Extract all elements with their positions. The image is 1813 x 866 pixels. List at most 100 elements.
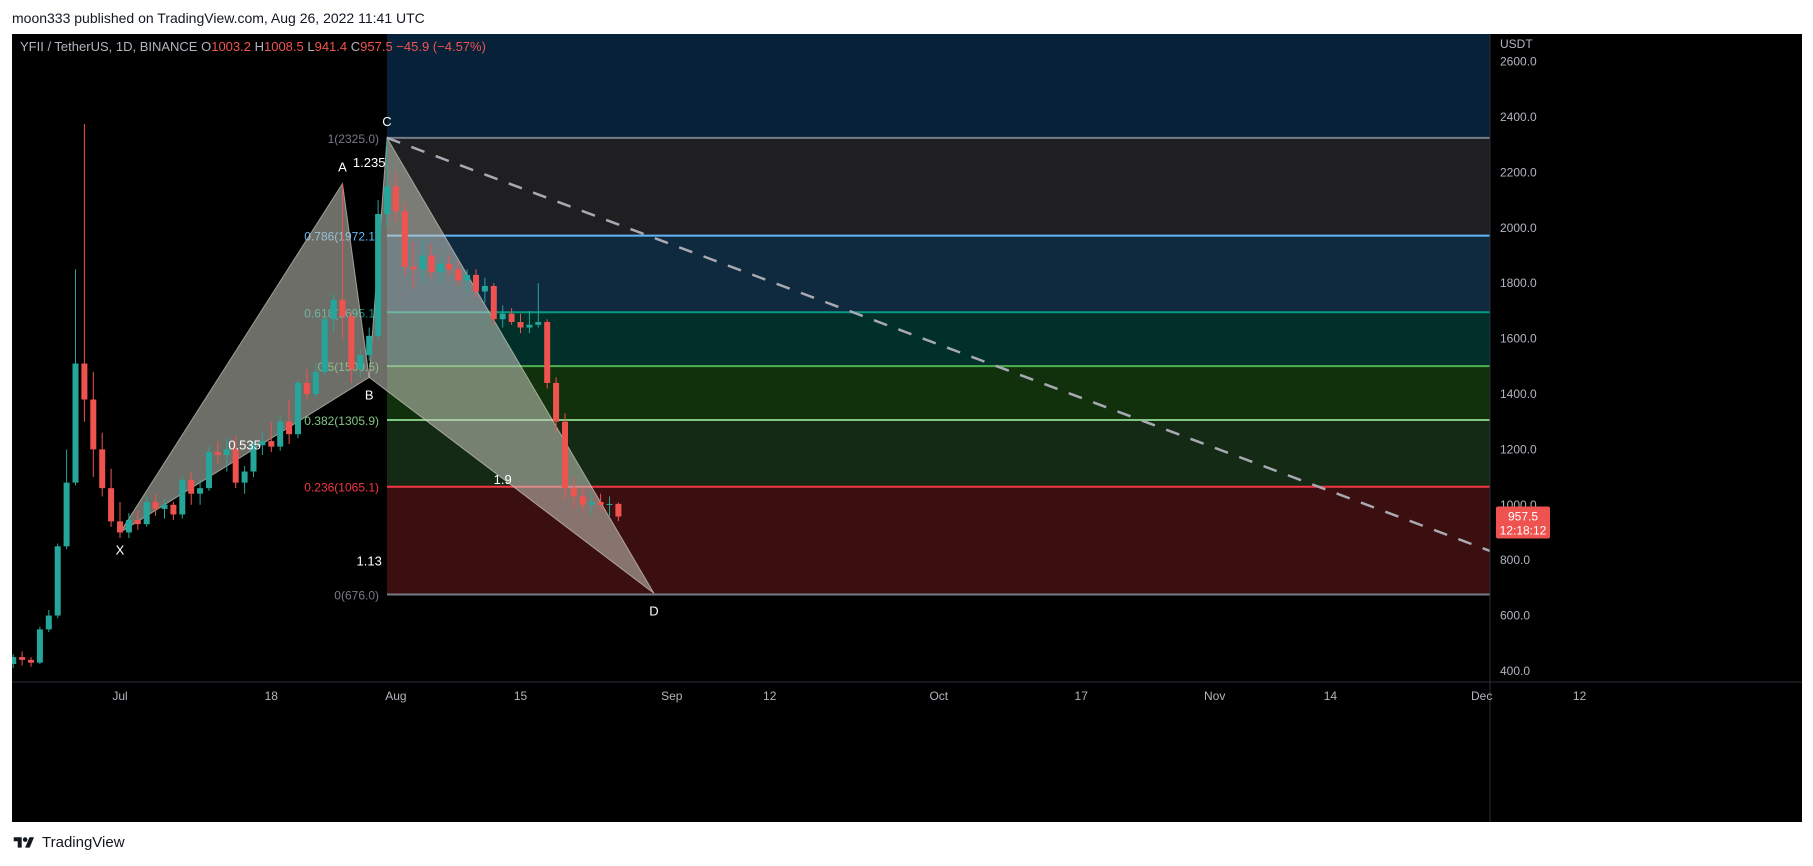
last-price-countdown: 12:18:12 <box>1500 524 1547 538</box>
candle-body <box>321 319 328 372</box>
candle-body <box>588 502 595 505</box>
candle-body <box>12 657 17 664</box>
candle-body <box>508 313 515 322</box>
x-tick-label: 12 <box>763 689 777 703</box>
candle-body <box>63 482 70 547</box>
candle-body <box>179 479 186 515</box>
pattern-ratio-label: 1.235 <box>353 155 386 170</box>
candle-body <box>161 504 168 509</box>
candle-body <box>455 269 462 281</box>
pattern-ratio-label: 1.9 <box>494 472 512 487</box>
pattern-ratio-label: 0.535 <box>228 437 261 452</box>
legend-open: 1003.2 <box>211 39 254 54</box>
trendline-dashed <box>386 136 1490 553</box>
candle-body <box>579 496 586 505</box>
tradingview-brand[interactable]: TradingView <box>42 834 125 851</box>
pattern-point-C: C <box>382 114 391 129</box>
candle-body <box>401 211 408 267</box>
candle-body <box>499 313 506 320</box>
last-price-tag <box>1496 506 1550 539</box>
y-tick-label: 1800.0 <box>1500 276 1537 290</box>
candle-body <box>357 355 364 370</box>
candle-body <box>232 449 239 483</box>
candle-body <box>36 629 43 663</box>
candle-body <box>99 449 106 489</box>
candle-body <box>108 488 115 522</box>
candle-body <box>214 452 221 455</box>
last-price-value: 957.5 <box>1508 510 1538 524</box>
x-tick-label: Sep <box>661 689 683 703</box>
candle-body <box>339 299 346 317</box>
fib-band-0.618 <box>387 312 1490 367</box>
candle-body <box>277 421 284 447</box>
x-tick-label: 18 <box>265 689 279 703</box>
fib-band-0.786 <box>387 235 1490 313</box>
y-tick-label: 2000.0 <box>1500 221 1537 235</box>
candle-body <box>375 214 382 336</box>
candle-body <box>606 503 613 505</box>
y-tick-label: 400.0 <box>1500 664 1530 678</box>
candle-body <box>90 399 97 450</box>
legend-o-label: O <box>201 39 211 54</box>
price-chart[interactable]: 1(2325.0)0.786(1972.1)0.618(1695.1)0.5(1… <box>12 34 1802 822</box>
candle-body <box>597 502 604 505</box>
candle-body <box>197 488 204 494</box>
candle-body <box>473 274 479 292</box>
tradingview-logo-icon[interactable] <box>12 835 36 851</box>
x-tick-label: 15 <box>514 689 528 703</box>
pattern-ratio-label: 1.13 <box>357 554 382 569</box>
legend-l-label: L <box>307 39 314 54</box>
candle-body <box>72 363 79 483</box>
pattern-point-D: D <box>649 603 658 618</box>
candle-body <box>419 255 426 270</box>
legend-symbol: YFII / TetherUS, 1D, BINANCE <box>20 39 201 54</box>
legend-c-label: C <box>351 39 360 54</box>
candle-body <box>81 363 88 400</box>
candle-body <box>464 274 471 281</box>
candle-body <box>259 441 266 446</box>
fib-band-1 <box>387 137 1490 236</box>
candle-body <box>481 286 488 292</box>
candle-body <box>295 382 301 435</box>
candle-body <box>45 615 52 630</box>
candle-body <box>553 382 560 422</box>
candle-body <box>428 255 435 273</box>
y-tick-label: 2400.0 <box>1500 110 1537 124</box>
legend-low: 941.4 <box>315 39 351 54</box>
candle-body <box>134 520 141 525</box>
candle-body <box>544 322 551 383</box>
x-tick-label: Jul <box>112 689 127 703</box>
candle-body <box>188 479 195 494</box>
y-tick-label: 1400.0 <box>1500 387 1537 401</box>
y-tick-label: 1600.0 <box>1500 332 1537 346</box>
x-tick-label: 14 <box>1324 689 1338 703</box>
candle-body <box>312 371 319 394</box>
chart-panel[interactable]: 1(2325.0)0.786(1972.1)0.618(1695.1)0.5(1… <box>12 34 1802 822</box>
publish-line: moon333 published on TradingView.com, Au… <box>12 10 425 26</box>
pattern-point-X: X <box>116 542 125 557</box>
candle-body <box>392 186 399 212</box>
candle-body <box>562 421 568 489</box>
candle-body <box>143 502 150 525</box>
candle-body <box>410 266 417 270</box>
x-tick-label: Aug <box>385 689 406 703</box>
candle-body <box>615 503 622 517</box>
y-tick-label: 600.0 <box>1500 609 1530 623</box>
candle-body <box>241 471 248 483</box>
candle-body <box>366 335 373 356</box>
candle-body <box>303 382 310 394</box>
ohlc-legend: YFII / TetherUS, 1D, BINANCE O1003.2 H10… <box>20 39 486 54</box>
fib-band-top <box>387 34 1490 138</box>
candle-body <box>117 521 123 533</box>
legend-high: 1008.5 <box>264 39 307 54</box>
y-axis-unit: USDT <box>1500 37 1533 51</box>
candle-body <box>152 502 159 509</box>
candle-body <box>286 421 293 435</box>
candle-body <box>517 322 524 328</box>
candle-body <box>28 659 34 663</box>
y-tick-label: 2200.0 <box>1500 165 1537 179</box>
legend-close: 957.5 <box>360 39 396 54</box>
legend-h-label: H <box>255 39 264 54</box>
candle-body <box>250 445 257 472</box>
x-tick-label: Oct <box>929 689 948 703</box>
